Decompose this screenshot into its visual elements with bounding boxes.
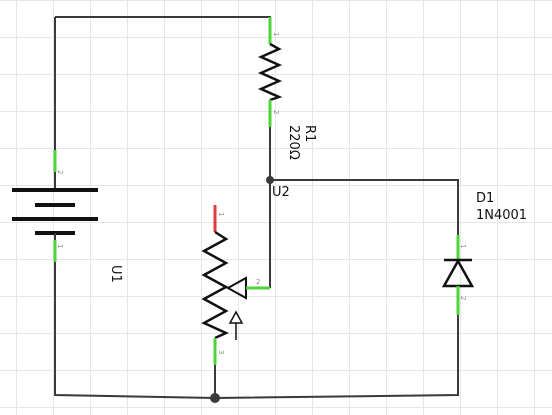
- resistor-pin-bottom-number: 2: [272, 110, 280, 114]
- potentiometer-symbol[interactable]: [201, 205, 270, 365]
- potentiometer-ref-label: U2: [272, 185, 290, 200]
- resistor-value-label: 220Ω: [286, 125, 301, 160]
- diode-symbol[interactable]: [441, 235, 475, 315]
- wiper-arrow-icon: [225, 276, 247, 300]
- wires: [54, 16, 459, 399]
- wire-diode-bottom[interactable]: [214, 315, 459, 399]
- wire-top[interactable]: [55, 16, 271, 25]
- battery-ref-label: U1: [108, 265, 123, 283]
- resistor-ref-label: R1: [302, 125, 317, 142]
- potentiometer-pin-wiper-number: 2: [256, 278, 260, 286]
- battery-symbol[interactable]: [12, 150, 98, 262]
- potentiometer-pin-top-number: 1: [217, 212, 225, 216]
- potentiometer-pin-bottom-number: 3: [217, 350, 225, 354]
- wire-node-diode[interactable]: [270, 179, 459, 235]
- resistor-pin-top-number: 1: [272, 32, 280, 36]
- diode-pin-bottom-number: 2: [459, 296, 467, 300]
- junction-node-bottom: [210, 393, 220, 403]
- resistor-symbol[interactable]: [257, 17, 283, 127]
- battery-pin-top-number: 2: [56, 170, 64, 174]
- diode-value-label: 1N4001: [476, 208, 527, 223]
- junction-node-top: [266, 176, 274, 184]
- diode-triangle-icon: [441, 258, 475, 288]
- diode-ref-label: D1: [476, 191, 494, 206]
- battery-pin-bottom-number: 1: [56, 244, 64, 248]
- wire-battery-bottom[interactable]: [54, 262, 216, 399]
- diode-pin-top-number: 1: [459, 244, 467, 248]
